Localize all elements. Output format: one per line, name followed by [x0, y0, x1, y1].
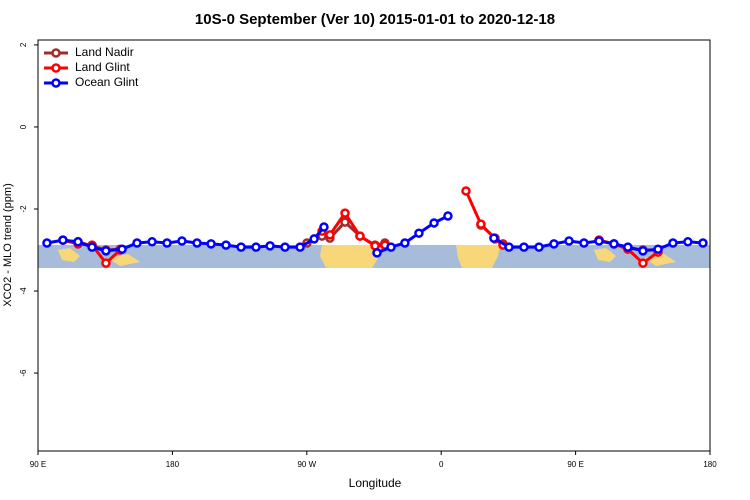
data-point [429, 218, 439, 228]
legend-label: Land Nadir [75, 45, 134, 59]
data-point [372, 248, 382, 258]
y-tick-label: -6 [19, 369, 28, 377]
data-point [58, 235, 68, 245]
data-point [101, 258, 111, 268]
data-point [698, 238, 708, 248]
legend-marker [51, 63, 61, 73]
plot-frame [37, 39, 711, 452]
data-point [386, 242, 396, 252]
data-point [206, 239, 216, 249]
data-point [192, 238, 202, 248]
data-point [265, 241, 275, 251]
data-point [623, 242, 633, 252]
legend-label: Ocean Glint [75, 75, 139, 89]
legend-marker [51, 78, 61, 88]
data-point [132, 238, 142, 248]
data-point [414, 228, 424, 238]
data-point [400, 238, 410, 248]
data-point [564, 236, 574, 246]
data-point [476, 219, 486, 229]
data-point [609, 239, 619, 249]
x-tick-label: 180 [703, 460, 717, 469]
legend-label: Land Glint [75, 60, 130, 74]
data-point [683, 237, 693, 247]
y-tick-label: 2 [19, 42, 28, 47]
x-tick-label: 90 W [297, 460, 316, 469]
x-tick-label: 180 [166, 460, 180, 469]
data-point [295, 242, 305, 252]
land [58, 248, 80, 262]
land [320, 245, 382, 268]
data-point [638, 258, 648, 268]
data-point [309, 234, 319, 244]
x-tick-label: 90 E [567, 460, 583, 469]
data-point [579, 238, 589, 248]
data-point [280, 242, 290, 252]
land [456, 245, 500, 268]
data-point [549, 239, 559, 249]
data-point [519, 242, 529, 252]
y-tick-label: -4 [19, 287, 28, 295]
legend-marker [51, 48, 61, 58]
land [594, 248, 616, 262]
data-point [594, 236, 604, 246]
data-point [489, 233, 499, 243]
data-point [251, 242, 261, 252]
data-point [325, 230, 335, 240]
y-tick-label: -2 [19, 205, 28, 213]
data-point [319, 222, 329, 232]
data-point [42, 238, 52, 248]
data-point [534, 242, 544, 252]
data-point [504, 242, 514, 252]
data-point [355, 231, 365, 241]
chart-title: 10S-0 September (Ver 10) 2015-01-01 to 2… [195, 11, 555, 28]
y-tick-label: 0 [19, 124, 28, 129]
data-point [443, 211, 453, 221]
data-point [340, 217, 350, 227]
data-point [87, 242, 97, 252]
x-tick-label: 90 E [30, 460, 46, 469]
data-point [461, 186, 471, 196]
y-axis-label: XCO2 - MLO trend (ppm) [2, 183, 14, 306]
data-point [221, 240, 231, 250]
x-tick-label: 0 [439, 460, 444, 469]
data-point [236, 242, 246, 252]
x-axis-label: Longitude [349, 476, 402, 490]
data-point [653, 244, 663, 254]
data-point [668, 238, 678, 248]
data-point [177, 236, 187, 246]
data-point [101, 246, 111, 256]
data-point [147, 237, 157, 247]
data-point [638, 246, 648, 256]
data-point [73, 237, 83, 247]
data-point [340, 208, 350, 218]
land [108, 254, 140, 266]
data-point [162, 238, 172, 248]
data-point [117, 244, 127, 254]
